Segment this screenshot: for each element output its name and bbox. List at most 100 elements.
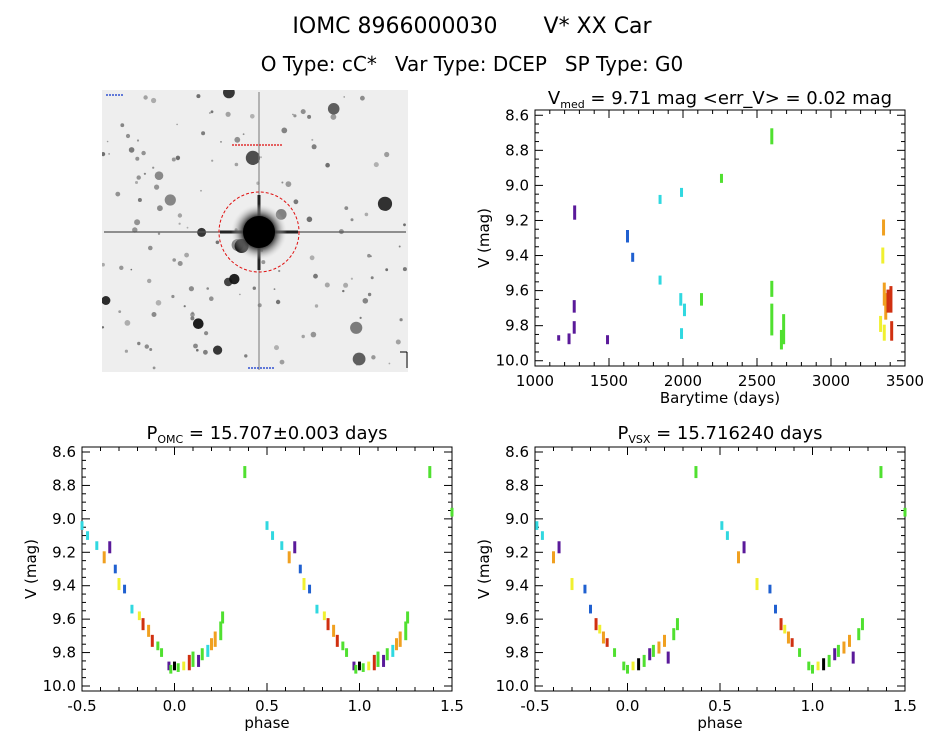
x-tick-label: 0.0 [616,697,640,715]
aperture-circle [218,191,300,273]
field-star [244,354,248,358]
field-star [152,166,155,169]
x-tick-label: 3500 [886,372,924,390]
field-star [324,282,330,288]
chart-title: PVSX = 15.716240 days [618,423,823,446]
x-tick-label: 1.5 [893,697,917,715]
y-tick-label: 9.4 [505,247,529,265]
y-axis-label: V (mag) [22,539,40,599]
field-star [370,276,374,280]
field-star [209,296,214,301]
field-star [196,94,201,99]
x-axis-label: Barytime (days) [660,389,780,407]
field-star [171,157,176,162]
field-star [281,181,284,184]
field-star [157,205,163,212]
field-star [137,341,141,346]
field-star [102,296,111,305]
field-star [124,349,128,353]
field-star [151,97,157,104]
field-star [118,310,122,313]
field-star [309,255,315,261]
field-star [143,95,148,100]
field-star [292,113,294,116]
field-star [136,139,140,142]
field-star [367,253,371,258]
field-star [177,213,183,218]
field-star [196,348,199,352]
chart-title-sub: med [560,98,584,111]
y-tick-label: 9.4 [52,577,76,595]
x-tick-label: -0.5 [67,697,96,715]
field-star [124,320,131,326]
field-star [120,123,125,128]
field-star [132,227,138,233]
field-star [352,352,366,366]
x-tick-label: 2500 [738,372,776,390]
field-star [306,216,313,223]
x-tick-label: 1.5 [440,697,464,715]
field-star [261,260,266,265]
field-star [102,326,105,329]
field-star [252,286,256,290]
field-star [388,362,391,365]
field-star [356,363,358,366]
y-axis-label: V (mag) [475,539,493,599]
y-tick-label: 9.6 [505,282,529,300]
y-axis-label: V (mag) [475,208,493,268]
field-star [176,123,178,126]
y-tick-label: 9.4 [505,577,529,595]
field-star [314,304,319,308]
field-star [178,222,181,225]
field-star [164,194,176,206]
field-star [330,114,337,120]
field-star [250,114,255,119]
sky-image [102,90,408,372]
x-tick-label: 3000 [812,372,850,390]
field-star [125,133,131,139]
field-star [102,262,105,267]
y-tick-label: 9.6 [505,610,529,628]
field-star [279,359,285,365]
y-tick-label: 8.6 [505,106,529,124]
chart-lightcurve: Vmed = 9.71 mag <err_V> = 0.02 mag 1000 15… [475,88,924,407]
field-star [359,316,362,319]
field-star [275,299,281,305]
field-star [152,366,156,370]
field-star [215,240,220,245]
field-star [239,293,241,296]
field-star [311,144,317,150]
field-star [144,344,149,349]
field-star [154,184,160,190]
field-star [136,175,141,180]
field-star [128,147,135,153]
field-star [213,345,223,355]
field-star [300,109,306,115]
field-star [377,196,393,211]
field-star [172,258,176,262]
field-star [119,265,124,270]
field-star [183,305,186,308]
field-star [278,269,281,273]
x-tick-label: 0.0 [163,697,187,715]
field-star [342,289,345,293]
x-tick-label: 1500 [590,372,628,390]
field-star [273,288,276,290]
y-tick-label: 8.6 [52,443,76,461]
field-star [154,171,164,180]
x-tick-label: 1000 [516,372,554,390]
field-star [313,273,318,279]
field-star [327,103,340,115]
object-type-label: O Type: cC* [260,52,377,76]
field-star [135,156,140,161]
target-star [104,92,406,370]
field-star [395,339,401,345]
field-star [147,278,152,284]
chart-title: POMC = 15.707±0.003 days [146,423,387,446]
y-tick-label: 8.8 [505,141,529,159]
chart-title-main: P [146,423,157,444]
x-axis-label: phase [244,714,289,732]
field-star [186,226,189,229]
field-star [184,252,189,258]
field-star [307,114,312,119]
